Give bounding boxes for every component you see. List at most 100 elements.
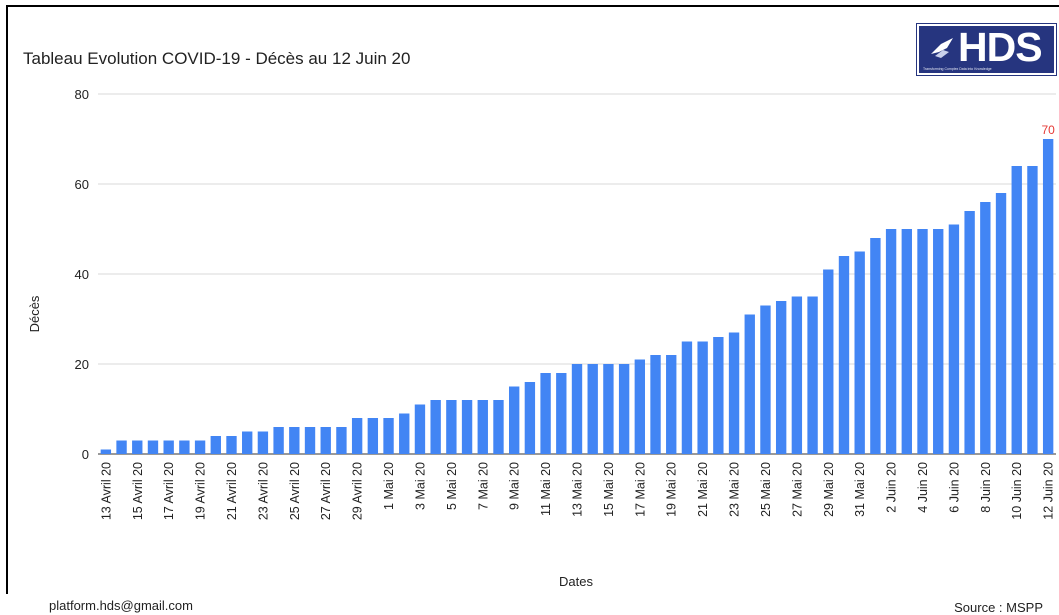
x-tick-label: 6 Juin 20 [947, 462, 961, 513]
x-tick-label: 12 Juin 20 [1042, 462, 1056, 520]
bar [148, 441, 158, 455]
bar [446, 400, 456, 454]
bar [352, 418, 362, 454]
bar [163, 441, 173, 455]
bar [1012, 166, 1022, 454]
bar-chart: 0 20 40 60 80 13 Avril 20 15 Avril 20 17 Avril … [0, 0, 1059, 594]
x-axis-title: Dates [559, 574, 593, 589]
bar [635, 360, 645, 455]
x-tick-label: 31 Mai 20 [853, 462, 867, 517]
x-tick-label: 21 Avril 20 [225, 462, 239, 520]
bar [415, 405, 425, 455]
y-axis-title: Décès [27, 295, 42, 332]
bar [745, 315, 755, 455]
bar [650, 355, 660, 454]
footer-source: Source : MSPP [954, 600, 1043, 615]
bar [729, 333, 739, 455]
bar [1027, 166, 1037, 454]
bar [933, 229, 943, 454]
bar [430, 400, 440, 454]
bar [666, 355, 676, 454]
bar [776, 301, 786, 454]
x-tick-label: 13 Mai 20 [571, 462, 585, 517]
bar [682, 342, 692, 455]
bar [1043, 139, 1053, 454]
y-tick-label: 80 [75, 87, 89, 102]
x-tick-label: 4 Juin 20 [916, 462, 930, 513]
x-tick-label: 17 Avril 20 [162, 462, 176, 520]
bar [964, 211, 974, 454]
x-tick-label: 23 Mai 20 [728, 462, 742, 517]
footer-email: platform.hds@gmail.com [49, 598, 193, 613]
bar [399, 414, 409, 455]
bar [289, 427, 299, 454]
bar [949, 225, 959, 455]
bar [211, 436, 221, 454]
x-tick-label: 10 Juin 20 [1010, 462, 1024, 520]
bar [226, 436, 236, 454]
bar [336, 427, 346, 454]
bar [917, 229, 927, 454]
bar [697, 342, 707, 455]
bar [116, 441, 126, 455]
bar [273, 427, 283, 454]
x-tick-label: 15 Avril 20 [131, 462, 145, 520]
x-tick-label: 19 Avril 20 [194, 462, 208, 520]
x-tick-label: 3 Mai 20 [413, 462, 427, 510]
bar [195, 441, 205, 455]
bar [321, 427, 331, 454]
bar [556, 373, 566, 454]
bar [368, 418, 378, 454]
bar [807, 297, 817, 455]
bar [179, 441, 189, 455]
bar [603, 364, 613, 454]
bar [588, 364, 598, 454]
bar [902, 229, 912, 454]
x-tick-label: 25 Avril 20 [288, 462, 302, 520]
x-tick-label: 27 Mai 20 [790, 462, 804, 517]
bar [572, 364, 582, 454]
bar [870, 238, 880, 454]
bar [493, 400, 503, 454]
x-tick-label: 15 Mai 20 [602, 462, 616, 517]
x-tick-label: 21 Mai 20 [696, 462, 710, 517]
x-tick-label: 2 Juin 20 [885, 462, 899, 513]
x-tick-label: 11 Mai 20 [539, 462, 553, 516]
x-tick-label: 1 Mai 20 [382, 462, 396, 510]
bar [886, 229, 896, 454]
x-tick-label: 9 Mai 20 [508, 462, 522, 510]
bar [462, 400, 472, 454]
bar [525, 382, 535, 454]
bar [855, 252, 865, 455]
y-tick-label: 20 [75, 357, 89, 372]
bar [242, 432, 252, 455]
y-tick-label: 40 [75, 267, 89, 282]
bar [101, 450, 111, 455]
x-tick-label: 19 Mai 20 [665, 462, 679, 517]
bar [383, 418, 393, 454]
x-tick-label: 27 Avril 20 [319, 462, 333, 520]
bar [980, 202, 990, 454]
bar [713, 337, 723, 454]
bar [619, 364, 629, 454]
bar [792, 297, 802, 455]
x-tick-label: 29 Avril 20 [351, 462, 365, 520]
bar [540, 373, 550, 454]
bar [258, 432, 268, 455]
bar [839, 256, 849, 454]
x-tick-label: 5 Mai 20 [445, 462, 459, 510]
bar [509, 387, 519, 455]
x-tick-label: 7 Mai 20 [476, 462, 490, 510]
x-tick-label: 25 Mai 20 [759, 462, 773, 517]
bar [478, 400, 488, 454]
x-tick-label: 17 Mai 20 [633, 462, 647, 517]
x-tick-label: 29 Mai 20 [822, 462, 836, 517]
x-tick-label: 8 Juin 20 [979, 462, 993, 513]
bar [305, 427, 315, 454]
y-tick-label: 0 [82, 447, 89, 462]
x-tick-label: 13 Avril 20 [99, 462, 113, 520]
bar [823, 270, 833, 455]
data-label: 70 [1041, 123, 1055, 137]
y-tick-label: 60 [75, 177, 89, 192]
bar [132, 441, 142, 455]
